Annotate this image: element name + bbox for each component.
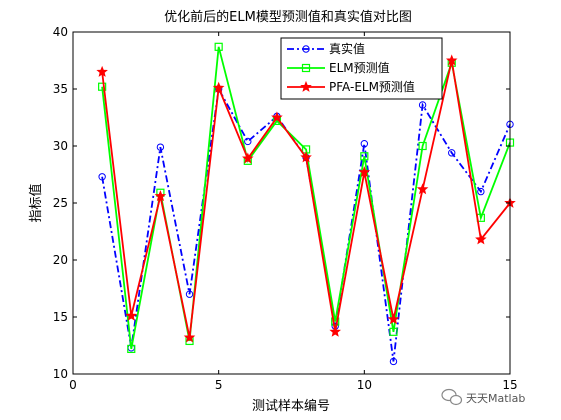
data-point	[127, 344, 136, 354]
x-tick-label: 10	[357, 378, 372, 392]
data-point	[389, 327, 398, 336]
data-point	[300, 151, 312, 163]
wechat-icon	[441, 388, 463, 406]
legend: 真实值 ELM预测值 PFA-ELM预测值	[280, 37, 443, 100]
legend-marker	[301, 63, 311, 73]
data-point	[418, 101, 427, 109]
data-point	[387, 313, 400, 325]
legend-entry: ELM预测值	[287, 60, 390, 75]
data-point	[475, 233, 487, 245]
legend-label: PFA-ELM预测值	[329, 79, 415, 94]
legend-label: ELM预测值	[329, 60, 390, 75]
y-tick-label: 20	[53, 253, 68, 267]
data-point	[125, 309, 138, 321]
data-point	[360, 152, 369, 161]
data-point	[185, 290, 194, 298]
data-point	[271, 111, 283, 123]
data-point	[154, 190, 167, 202]
data-point	[212, 81, 225, 93]
y-tick-label: 10	[53, 367, 68, 381]
watermark: 天天Matlab	[441, 388, 525, 406]
legend-marker	[302, 45, 310, 53]
x-axis-label: 测试样本编号	[252, 399, 330, 414]
data-point	[183, 331, 196, 343]
y-tick-label: 35	[53, 82, 68, 96]
y-axis-label: 指标值	[28, 183, 44, 222]
ticks-layer: 0 5 10 15 10 15 20 25 30 35 40	[53, 25, 518, 392]
data-point	[98, 82, 107, 91]
data-point	[242, 152, 254, 164]
data-point	[98, 173, 106, 181]
x-tick-label: 15	[502, 378, 517, 392]
data-point	[445, 54, 458, 66]
data-point	[214, 42, 223, 51]
legend-marker	[300, 80, 312, 92]
y-tick-label: 40	[53, 25, 68, 39]
data-point	[389, 357, 398, 366]
data-point	[416, 183, 429, 195]
data-point	[244, 137, 252, 146]
data-point	[96, 65, 108, 77]
data-point	[329, 325, 341, 337]
legend-entry: PFA-ELM预测值	[287, 79, 415, 94]
data-point	[418, 141, 427, 151]
chart-title: 优化前后的ELM模型预测值和真实值对比图	[164, 9, 412, 25]
data-point	[156, 143, 165, 151]
series-line	[101, 86, 511, 362]
x-tick-label: 5	[215, 378, 223, 392]
data-point	[358, 166, 371, 178]
y-tick-label: 30	[53, 139, 68, 153]
legend-label: 真实值	[329, 41, 365, 56]
data-point	[331, 317, 340, 326]
y-tick-label: 15	[53, 310, 68, 324]
data-point	[477, 187, 485, 196]
data-point	[448, 149, 456, 157]
x-tick-label: 0	[69, 378, 77, 392]
watermark-text: 天天Matlab	[466, 392, 525, 405]
legend-entry: 真实值	[287, 41, 365, 56]
y-tick-label: 25	[53, 196, 68, 210]
data-point	[360, 140, 369, 148]
